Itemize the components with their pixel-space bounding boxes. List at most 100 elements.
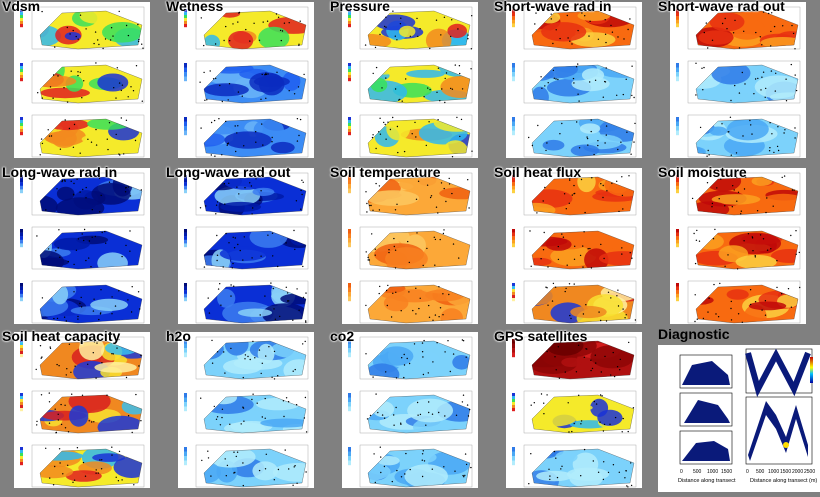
map-panel [674, 225, 802, 273]
map-card [178, 332, 314, 488]
map-panel [346, 225, 474, 273]
map-tile: co2 [328, 328, 480, 490]
diag-left-shape-3 [682, 441, 730, 461]
diag-xtick-left-0: 0 [680, 469, 683, 475]
diag-right-line-top [745, 348, 811, 398]
tile-title: Long-wave rad out [166, 164, 291, 180]
diag-xlabel-left: Distance along transect [678, 478, 736, 484]
map-card [14, 332, 150, 488]
map-panel [346, 171, 474, 219]
map-panel [510, 335, 638, 383]
map-panel [510, 171, 638, 219]
map-panel [674, 171, 802, 219]
map-tile: Soil heat capacity [0, 328, 152, 490]
map-panel [674, 5, 802, 53]
map-card [14, 2, 150, 158]
diag-xtick-right-3: 1500 [780, 469, 791, 475]
map-panel [182, 389, 310, 437]
diag-marker [783, 442, 789, 448]
map-card [342, 168, 478, 324]
diag-xtick-right-4: 2000 [792, 469, 803, 475]
map-panel [182, 113, 310, 161]
diag-xtick-right-2: 1000 [768, 469, 779, 475]
map-panel [182, 225, 310, 273]
map-panel [510, 113, 638, 161]
diag-xtick-right-0: 0 [746, 469, 749, 475]
tile-title: Pressure [330, 0, 390, 14]
tile-title: Soil moisture [658, 164, 747, 180]
tile-title: Long-wave rad in [2, 164, 118, 180]
tile-title: co2 [330, 328, 355, 344]
map-panel [182, 443, 310, 491]
diag-xtick-left-2: 1000 [707, 469, 718, 475]
map-card [506, 2, 642, 158]
tile-title: Vdsm [2, 0, 41, 14]
diagnostic-chart: 0 500 1000 1500 Distance along transect … [678, 348, 817, 484]
tile-title: GPS satellites [494, 328, 588, 344]
map-tile: Soil temperature [328, 164, 480, 326]
map-tile: Short-wave rad out [656, 0, 808, 160]
map-panel [510, 389, 638, 437]
map-tile: Pressure [328, 0, 480, 160]
map-panel [18, 279, 146, 327]
map-panel [510, 225, 638, 273]
map-panel [182, 5, 310, 53]
map-tile: Soil heat flux [492, 164, 644, 326]
map-card [178, 168, 314, 324]
map-panel [346, 5, 474, 53]
map-panel [18, 171, 146, 219]
map-tile: Soil moisture [656, 164, 808, 327]
map-panel [346, 389, 474, 437]
tile-title: h2o [166, 328, 191, 344]
map-panel [674, 59, 802, 107]
map-panel [18, 335, 146, 383]
diagnostic-panel: 0 500 1000 1500 Distance along transect … [658, 345, 820, 492]
map-panel [346, 279, 474, 327]
map-tile: GPS satellites [492, 328, 644, 490]
tile-title: Short-wave rad out [658, 0, 785, 14]
map-card [342, 332, 478, 488]
diag-xtick-right-1: 500 [756, 469, 765, 475]
map-card [506, 332, 642, 488]
map-card [670, 2, 806, 158]
map-panel [510, 59, 638, 107]
tile-title: Short-wave rad in [494, 0, 612, 14]
map-tile: Vdsm [0, 0, 152, 160]
map-tile: Short-wave rad in [492, 0, 644, 160]
map-panel [182, 171, 310, 219]
map-card [178, 2, 314, 158]
diag-xtick-right-5: 2500 [804, 469, 815, 475]
map-panel [18, 225, 146, 273]
map-tile: h2o [164, 328, 316, 490]
map-card [342, 2, 478, 158]
map-panel [510, 5, 638, 53]
map-panel [18, 389, 146, 437]
map-panel [18, 59, 146, 107]
map-card [506, 168, 642, 324]
diag-right-shape-bottom [748, 401, 808, 461]
diag-colorbar [810, 357, 813, 383]
map-card [14, 168, 150, 324]
map-panel [182, 59, 310, 107]
map-panel [346, 335, 474, 383]
map-panel [674, 113, 802, 161]
map-tile: Wetness [164, 0, 316, 160]
map-panel [18, 5, 146, 53]
tile-title: Soil heat capacity [2, 328, 121, 344]
map-panel [18, 113, 146, 161]
tile-title: Wetness [166, 0, 224, 14]
map-panel [674, 279, 802, 327]
map-panel [510, 279, 638, 327]
diag-xtick-left-3: 1500 [721, 469, 732, 475]
diagnostic-title: Diagnostic [658, 326, 730, 342]
map-panel [346, 59, 474, 107]
map-tile: Long-wave rad out [164, 164, 316, 326]
map-panel [510, 443, 638, 491]
map-tile: Long-wave rad in [0, 164, 152, 326]
diag-xtick-left-1: 500 [693, 469, 702, 475]
diag-left-shape-1 [682, 361, 730, 385]
tile-title: Soil heat flux [494, 164, 582, 180]
map-panel [18, 443, 146, 491]
map-panel [346, 113, 474, 161]
tile-title: Soil temperature [330, 164, 441, 180]
